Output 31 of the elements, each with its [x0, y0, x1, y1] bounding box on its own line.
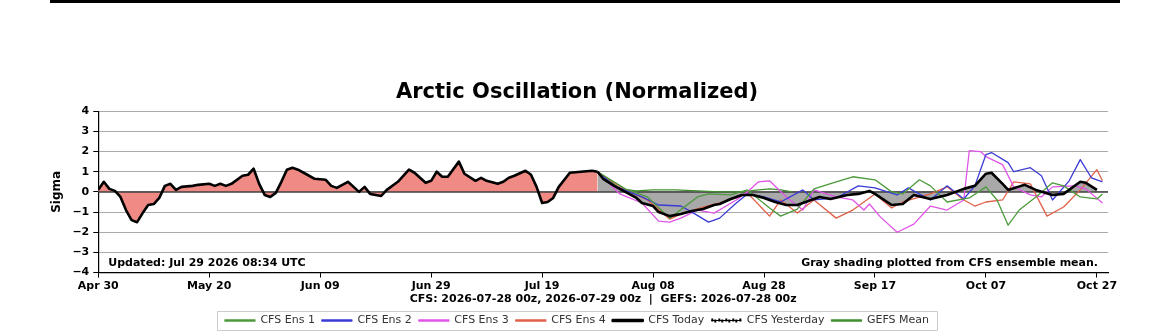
x-tick-label: Aug 28	[742, 279, 786, 293]
x-tick-label: Apr 30	[77, 279, 120, 293]
y-tick-label: 0	[81, 184, 90, 198]
annotation: Updated: Jul 29 2026 08:34 UTC	[108, 255, 306, 269]
y-tick-label: −2	[72, 225, 90, 239]
y-tick-label: 1	[81, 164, 90, 178]
x-tick-label: Oct 27	[1076, 279, 1118, 293]
legend-label: CFS Ens 4	[551, 313, 606, 327]
legend-label: GEFS Mean	[867, 313, 930, 327]
legend-label: CFS Ens 1	[260, 313, 315, 327]
x-tick-label: Jun 29	[410, 279, 451, 293]
legend-label: CFS Yesterday	[746, 313, 825, 327]
x-tick-label: May 20	[187, 279, 232, 293]
chart-title: Arctic Oscillation (Normalized)	[395, 79, 759, 104]
x-tick-label: Jun 09	[299, 279, 340, 293]
x-tick-label: Sep 17	[853, 279, 897, 293]
x-axis-title: CFS: 2026-07-28 00z, 2026-07-29 00z | GEFS: 2026-07-28 00z	[409, 292, 797, 306]
legend-label: CFS Ens 2	[357, 313, 412, 327]
legend-label: CFS Today	[648, 313, 705, 327]
y-axis-title: Sigma	[49, 170, 64, 213]
x-tick-label: Jul 19	[523, 279, 560, 293]
y-tick-label: −1	[72, 204, 90, 218]
x-tick-label: Aug 08	[631, 279, 675, 293]
annotation: Gray shading plotted from CFS ensemble mean.	[801, 255, 1098, 269]
x-tick-label: Oct 07	[965, 279, 1007, 293]
y-tick-label: 4	[81, 104, 90, 118]
y-tick-label: 3	[81, 124, 90, 138]
y-tick-label: −3	[72, 245, 90, 259]
y-tick-label: 2	[81, 144, 90, 158]
legend-label: CFS Ens 3	[454, 313, 509, 327]
y-tick-label: −4	[72, 265, 90, 279]
